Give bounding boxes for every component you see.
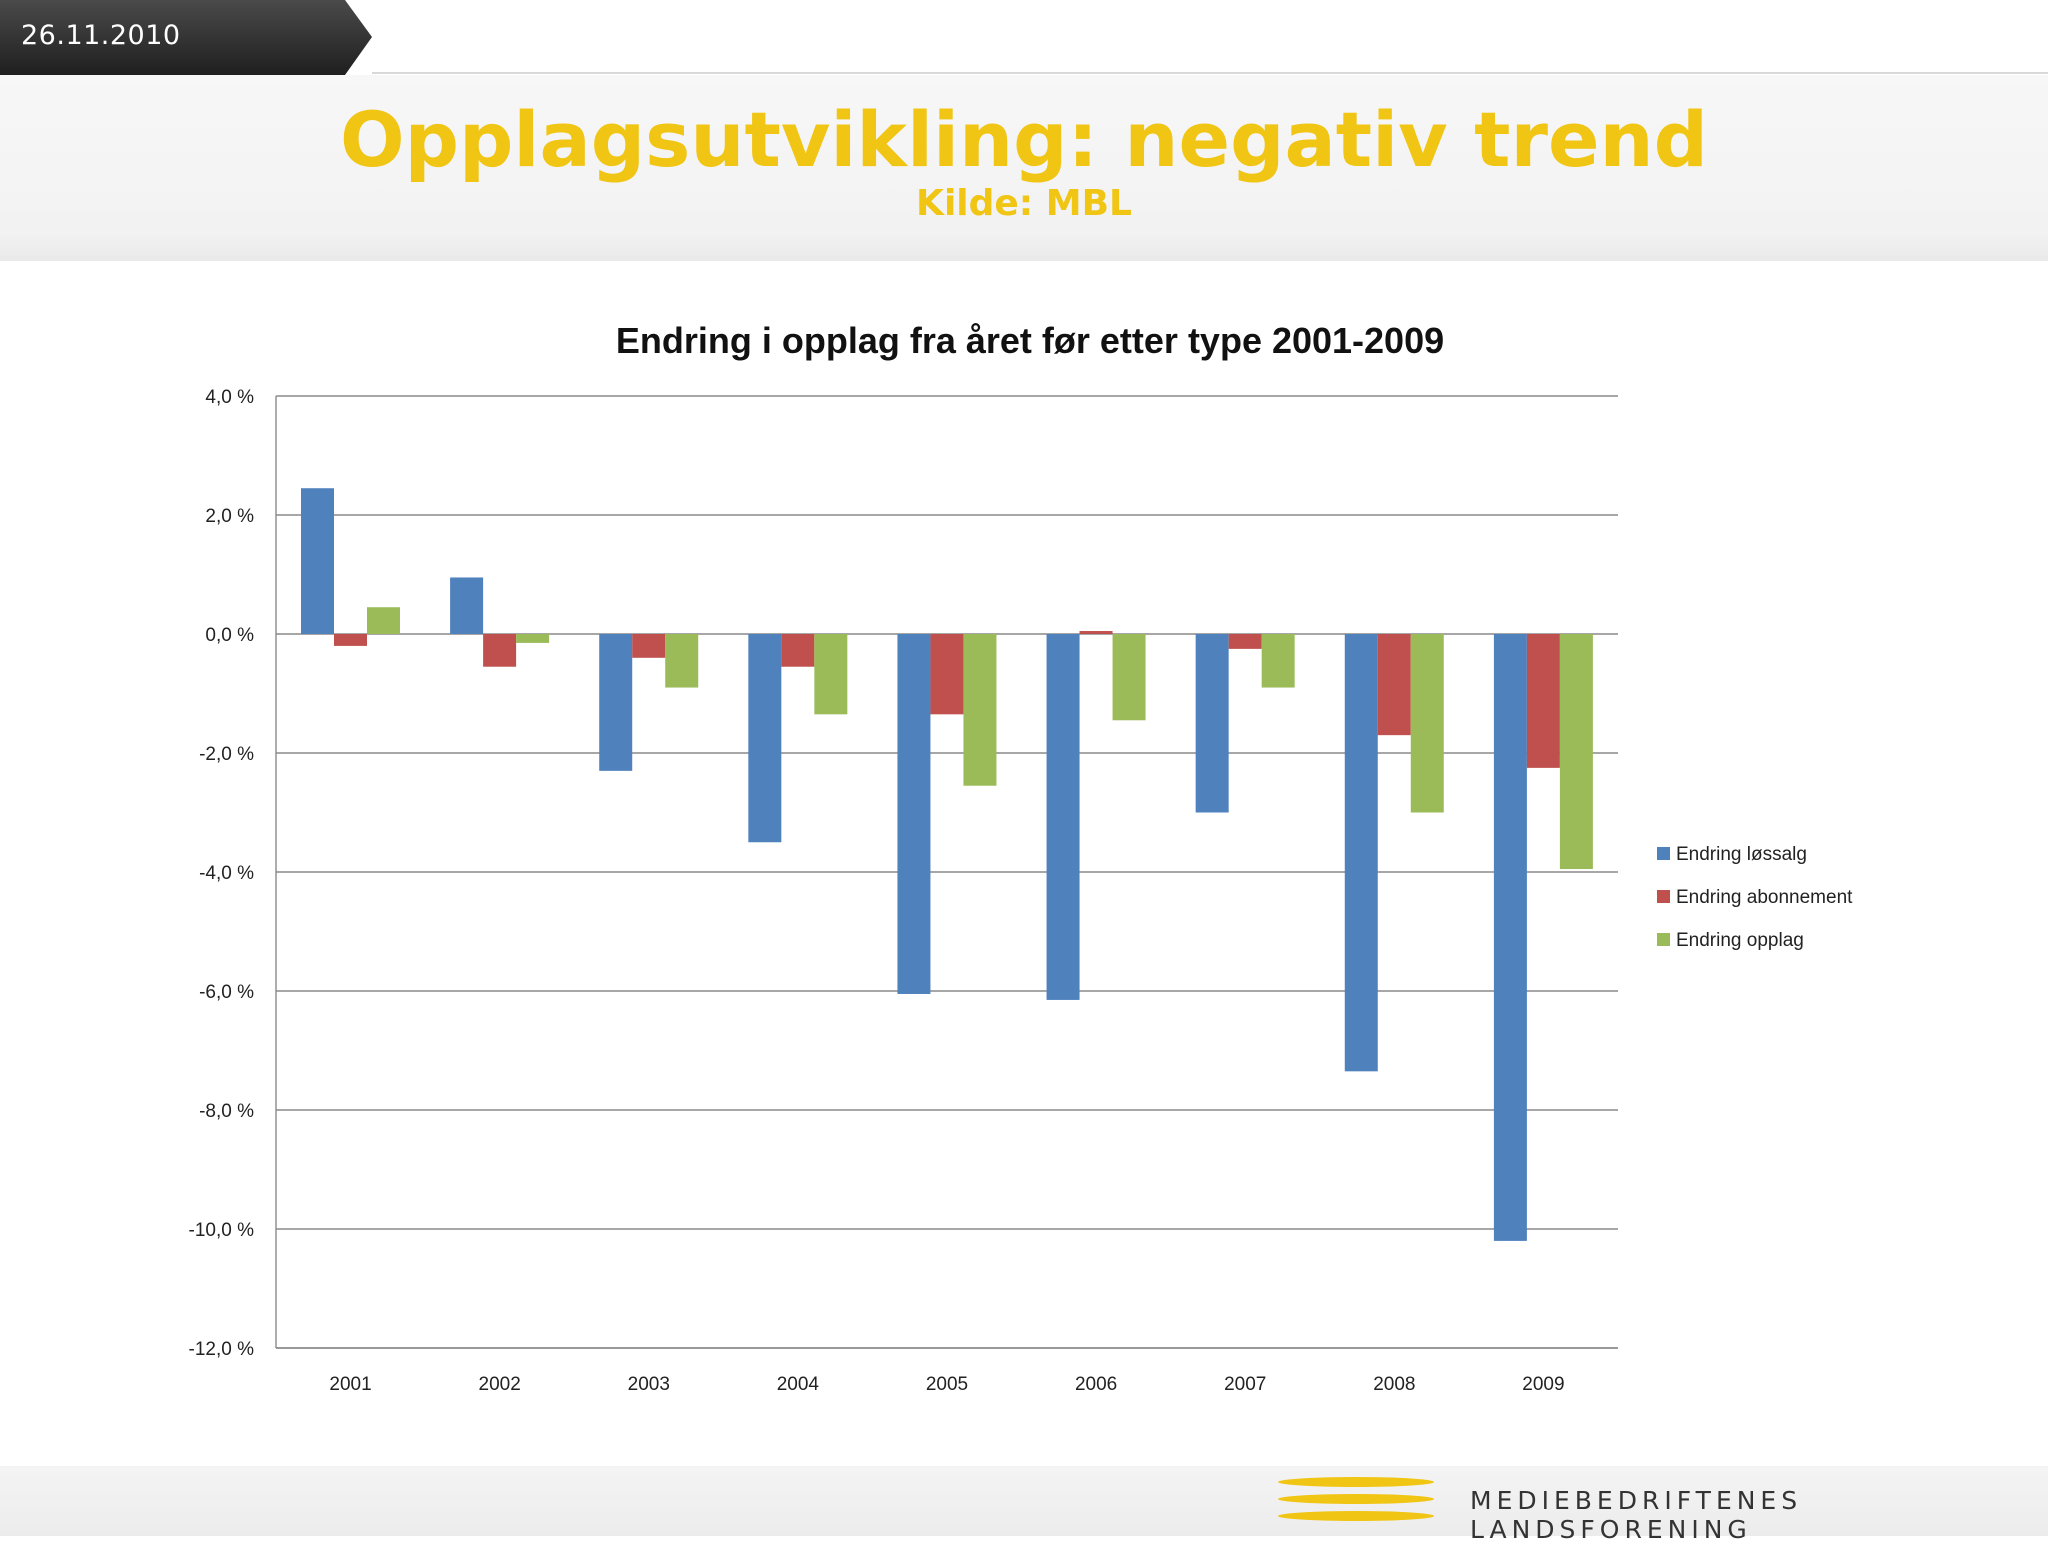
bar: [1344, 634, 1378, 1072]
bar: [748, 634, 782, 843]
bar: [1377, 634, 1411, 736]
bar: [483, 634, 517, 667]
bar: [665, 634, 699, 688]
x-tick-label: 2002: [479, 1374, 521, 1395]
y-tick-label: -8,0 %: [199, 1101, 254, 1122]
bar: [1112, 634, 1146, 721]
bar: [814, 634, 848, 715]
x-tick-label: 2003: [628, 1374, 670, 1395]
y-tick-label: -2,0 %: [199, 744, 254, 765]
y-tick-label: 0,0 %: [205, 625, 254, 646]
x-tick-label: 2006: [1075, 1374, 1117, 1395]
bar: [1228, 634, 1262, 649]
bar: [334, 634, 367, 646]
x-tick-label: 2007: [1224, 1374, 1266, 1395]
bar: [301, 488, 334, 634]
legend-label: Endring abonnement: [1676, 887, 1853, 908]
org-name: MEDIEBEDRIFTENES LANDSFORENING: [1470, 1486, 1803, 1544]
chart-title: Endring i opplag fra året før etter type…: [616, 320, 1444, 361]
footer-band: [0, 1466, 2048, 1536]
x-tick-label: 2001: [329, 1374, 371, 1395]
date-tab: [0, 0, 372, 75]
bar: [1410, 634, 1444, 813]
top-rule: [372, 72, 2048, 74]
bar: [897, 634, 931, 994]
bar: [1526, 634, 1560, 768]
x-tick-label: 2009: [1522, 1374, 1564, 1395]
bar: [781, 634, 815, 667]
bar: [930, 634, 964, 715]
legend-swatch: [1657, 890, 1670, 903]
date-label: 26.11.2010: [21, 20, 181, 51]
bar: [1079, 631, 1113, 634]
x-tick-label: 2008: [1373, 1374, 1415, 1395]
bar-chart: Endring i opplag fra året før etter type…: [189, 320, 1854, 1395]
y-tick-label: -10,0 %: [189, 1220, 255, 1241]
legend-swatch: [1657, 847, 1670, 860]
bar: [1261, 634, 1295, 688]
legend-label: Endring opplag: [1676, 930, 1804, 951]
slide-title: Opplagsutvikling: negativ trend: [340, 95, 1708, 184]
bar: [1046, 634, 1080, 1000]
bar: [367, 607, 400, 634]
bar: [1493, 634, 1527, 1241]
bar: [599, 634, 633, 771]
legend-label: Endring løssalg: [1676, 844, 1807, 865]
x-tick-label: 2004: [777, 1374, 820, 1395]
x-tick-label: 2005: [926, 1374, 968, 1395]
bar: [1195, 634, 1229, 813]
y-tick-label: 2,0 %: [205, 506, 254, 527]
y-tick-label: -12,0 %: [189, 1339, 255, 1360]
bar: [1559, 634, 1593, 870]
y-tick-label: 4,0 %: [205, 387, 254, 408]
y-tick-label: -4,0 %: [199, 863, 254, 884]
y-tick-label: -6,0 %: [199, 982, 254, 1003]
bar: [963, 634, 997, 786]
bar: [450, 577, 484, 634]
legend-swatch: [1657, 933, 1670, 946]
logo-stripes-icon: [1278, 1477, 1434, 1521]
slide-subtitle: Kilde: MBL: [916, 183, 1132, 224]
bar: [516, 634, 550, 643]
header-band: [0, 75, 2048, 261]
bar: [632, 634, 666, 658]
